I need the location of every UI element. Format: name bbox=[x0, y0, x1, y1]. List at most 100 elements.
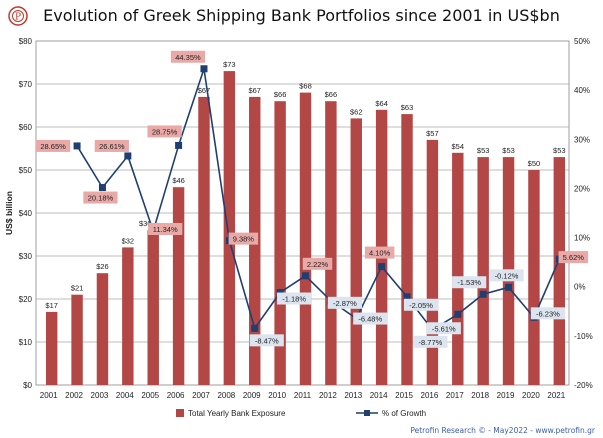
growth-value-label: -1.18% bbox=[282, 295, 306, 304]
growth-marker bbox=[98, 184, 106, 192]
growth-label-bg bbox=[403, 298, 439, 311]
growth-label-bg bbox=[426, 322, 461, 335]
growth-label-bg bbox=[364, 246, 395, 259]
bar-value-label: $53 bbox=[553, 146, 566, 155]
y2-tick-label: 40% bbox=[574, 86, 590, 95]
growth-value-label: 2.22% bbox=[307, 260, 329, 269]
bar bbox=[401, 114, 413, 385]
growth-value-label: 26.61% bbox=[99, 142, 125, 151]
bar-value-label: $67 bbox=[248, 86, 261, 95]
x-tick-label: 2001 bbox=[40, 391, 58, 400]
growth-label-bg bbox=[148, 222, 183, 235]
growth-value-label: 4.10% bbox=[369, 249, 391, 258]
bar bbox=[350, 118, 362, 386]
svg-text:P: P bbox=[15, 13, 21, 23]
growth-value-label: -0.12% bbox=[495, 271, 519, 280]
y2-tick-label: 20% bbox=[574, 184, 590, 193]
bar-value-label: $73 bbox=[223, 60, 236, 69]
growth-value-label: -2.05% bbox=[409, 301, 433, 310]
growth-value-label: 9.38% bbox=[233, 235, 255, 244]
x-tick-label: 2013 bbox=[344, 391, 362, 400]
growth-label-bg bbox=[558, 251, 589, 264]
growth-label-bg bbox=[94, 139, 129, 152]
legend-label-line: % of Growth bbox=[382, 409, 426, 418]
footer-credit: Petrofin Research © - May2022 - www.petr… bbox=[410, 426, 595, 435]
growth-value-label: -2.87% bbox=[333, 299, 357, 308]
growth-marker bbox=[403, 293, 411, 301]
bar bbox=[528, 170, 540, 385]
bar-value-label: $53 bbox=[502, 146, 515, 155]
y-tick-label: $30 bbox=[19, 252, 33, 261]
growth-marker bbox=[251, 324, 259, 332]
y2-tick-label: 30% bbox=[574, 135, 590, 144]
growth-value-label: -6.23% bbox=[536, 309, 560, 318]
legend: Total Yearly Bank Exposure % of Growth bbox=[176, 409, 426, 418]
y-tick-label: $70 bbox=[19, 80, 33, 89]
x-tick-label: 2003 bbox=[91, 391, 109, 400]
growth-value-label: -5.61% bbox=[432, 324, 456, 333]
bar-value-label: $62 bbox=[350, 107, 363, 116]
growth-label-bg bbox=[413, 335, 448, 348]
x-tick-label: 2011 bbox=[294, 391, 312, 400]
bar-value-label: $67 bbox=[198, 86, 211, 95]
growth-marker bbox=[124, 152, 132, 160]
y-tick-label: $50 bbox=[19, 166, 33, 175]
bar-value-label: $46 bbox=[172, 176, 185, 185]
growth-marker bbox=[378, 263, 386, 271]
growth-label-bg bbox=[170, 50, 206, 63]
y-tick-label: $20 bbox=[19, 295, 33, 304]
growth-marker bbox=[175, 141, 183, 149]
bar-value-label: $68 bbox=[299, 82, 312, 91]
growth-label-bg bbox=[277, 292, 312, 305]
bar bbox=[553, 157, 566, 385]
y2-tick-label: -10% bbox=[574, 332, 593, 341]
x-tick-label: 2016 bbox=[421, 391, 439, 400]
growth-marker bbox=[479, 290, 487, 298]
growth-marker bbox=[454, 310, 462, 318]
bar bbox=[426, 139, 439, 385]
growth-marker bbox=[302, 272, 309, 280]
x-tick-label: 2002 bbox=[65, 391, 83, 400]
growth-marker bbox=[73, 142, 81, 150]
x-tick-label: 2008 bbox=[217, 391, 235, 400]
y-tick-label: $40 bbox=[19, 209, 33, 218]
bar-value-label: $64 bbox=[375, 99, 388, 108]
bar bbox=[299, 92, 312, 385]
x-tick-label: 2010 bbox=[268, 391, 286, 400]
bar bbox=[172, 187, 185, 385]
y-tick-label: $0 bbox=[23, 381, 32, 390]
x-tick-label: 2012 bbox=[319, 391, 337, 400]
bar-value-label: $63 bbox=[401, 103, 414, 112]
bar bbox=[45, 311, 58, 385]
y2-tick-label: 0% bbox=[574, 283, 586, 292]
bar bbox=[198, 96, 210, 386]
growth-value-label: 44.35% bbox=[175, 53, 201, 62]
x-tick-label: 2004 bbox=[116, 391, 134, 400]
growth-value-label: -8.47% bbox=[255, 336, 279, 345]
x-tick-label: 2014 bbox=[370, 391, 388, 400]
bar bbox=[477, 157, 489, 385]
y-tick-label: $10 bbox=[19, 338, 33, 347]
x-tick-label: 2005 bbox=[141, 391, 159, 400]
bar-value-label: $66 bbox=[325, 90, 338, 99]
x-tick-label: 2020 bbox=[522, 391, 540, 400]
growth-label-bg bbox=[35, 139, 71, 152]
bar-value-label: $54 bbox=[452, 142, 465, 151]
y-tick-label: $60 bbox=[19, 123, 33, 132]
growth-label-bg bbox=[327, 296, 362, 309]
bar bbox=[71, 294, 83, 385]
bar bbox=[223, 71, 236, 385]
legend-swatch-marker bbox=[364, 410, 370, 416]
growth-label-bg bbox=[302, 257, 333, 270]
x-tick-label: 2018 bbox=[471, 391, 489, 400]
growth-value-label: -6.48% bbox=[358, 315, 382, 324]
bar-value-label: $57 bbox=[426, 129, 439, 138]
legend-swatch-bar bbox=[176, 409, 184, 417]
bar bbox=[452, 152, 464, 385]
growth-label-bg bbox=[83, 191, 118, 204]
growth-value-label: -1.53% bbox=[457, 278, 481, 287]
chart-title: Evolution of Greek Shipping Bank Portfol… bbox=[43, 6, 560, 25]
petrofin-logo: P bbox=[8, 6, 28, 26]
bar bbox=[147, 230, 159, 385]
bar-value-label: $17 bbox=[45, 301, 58, 310]
